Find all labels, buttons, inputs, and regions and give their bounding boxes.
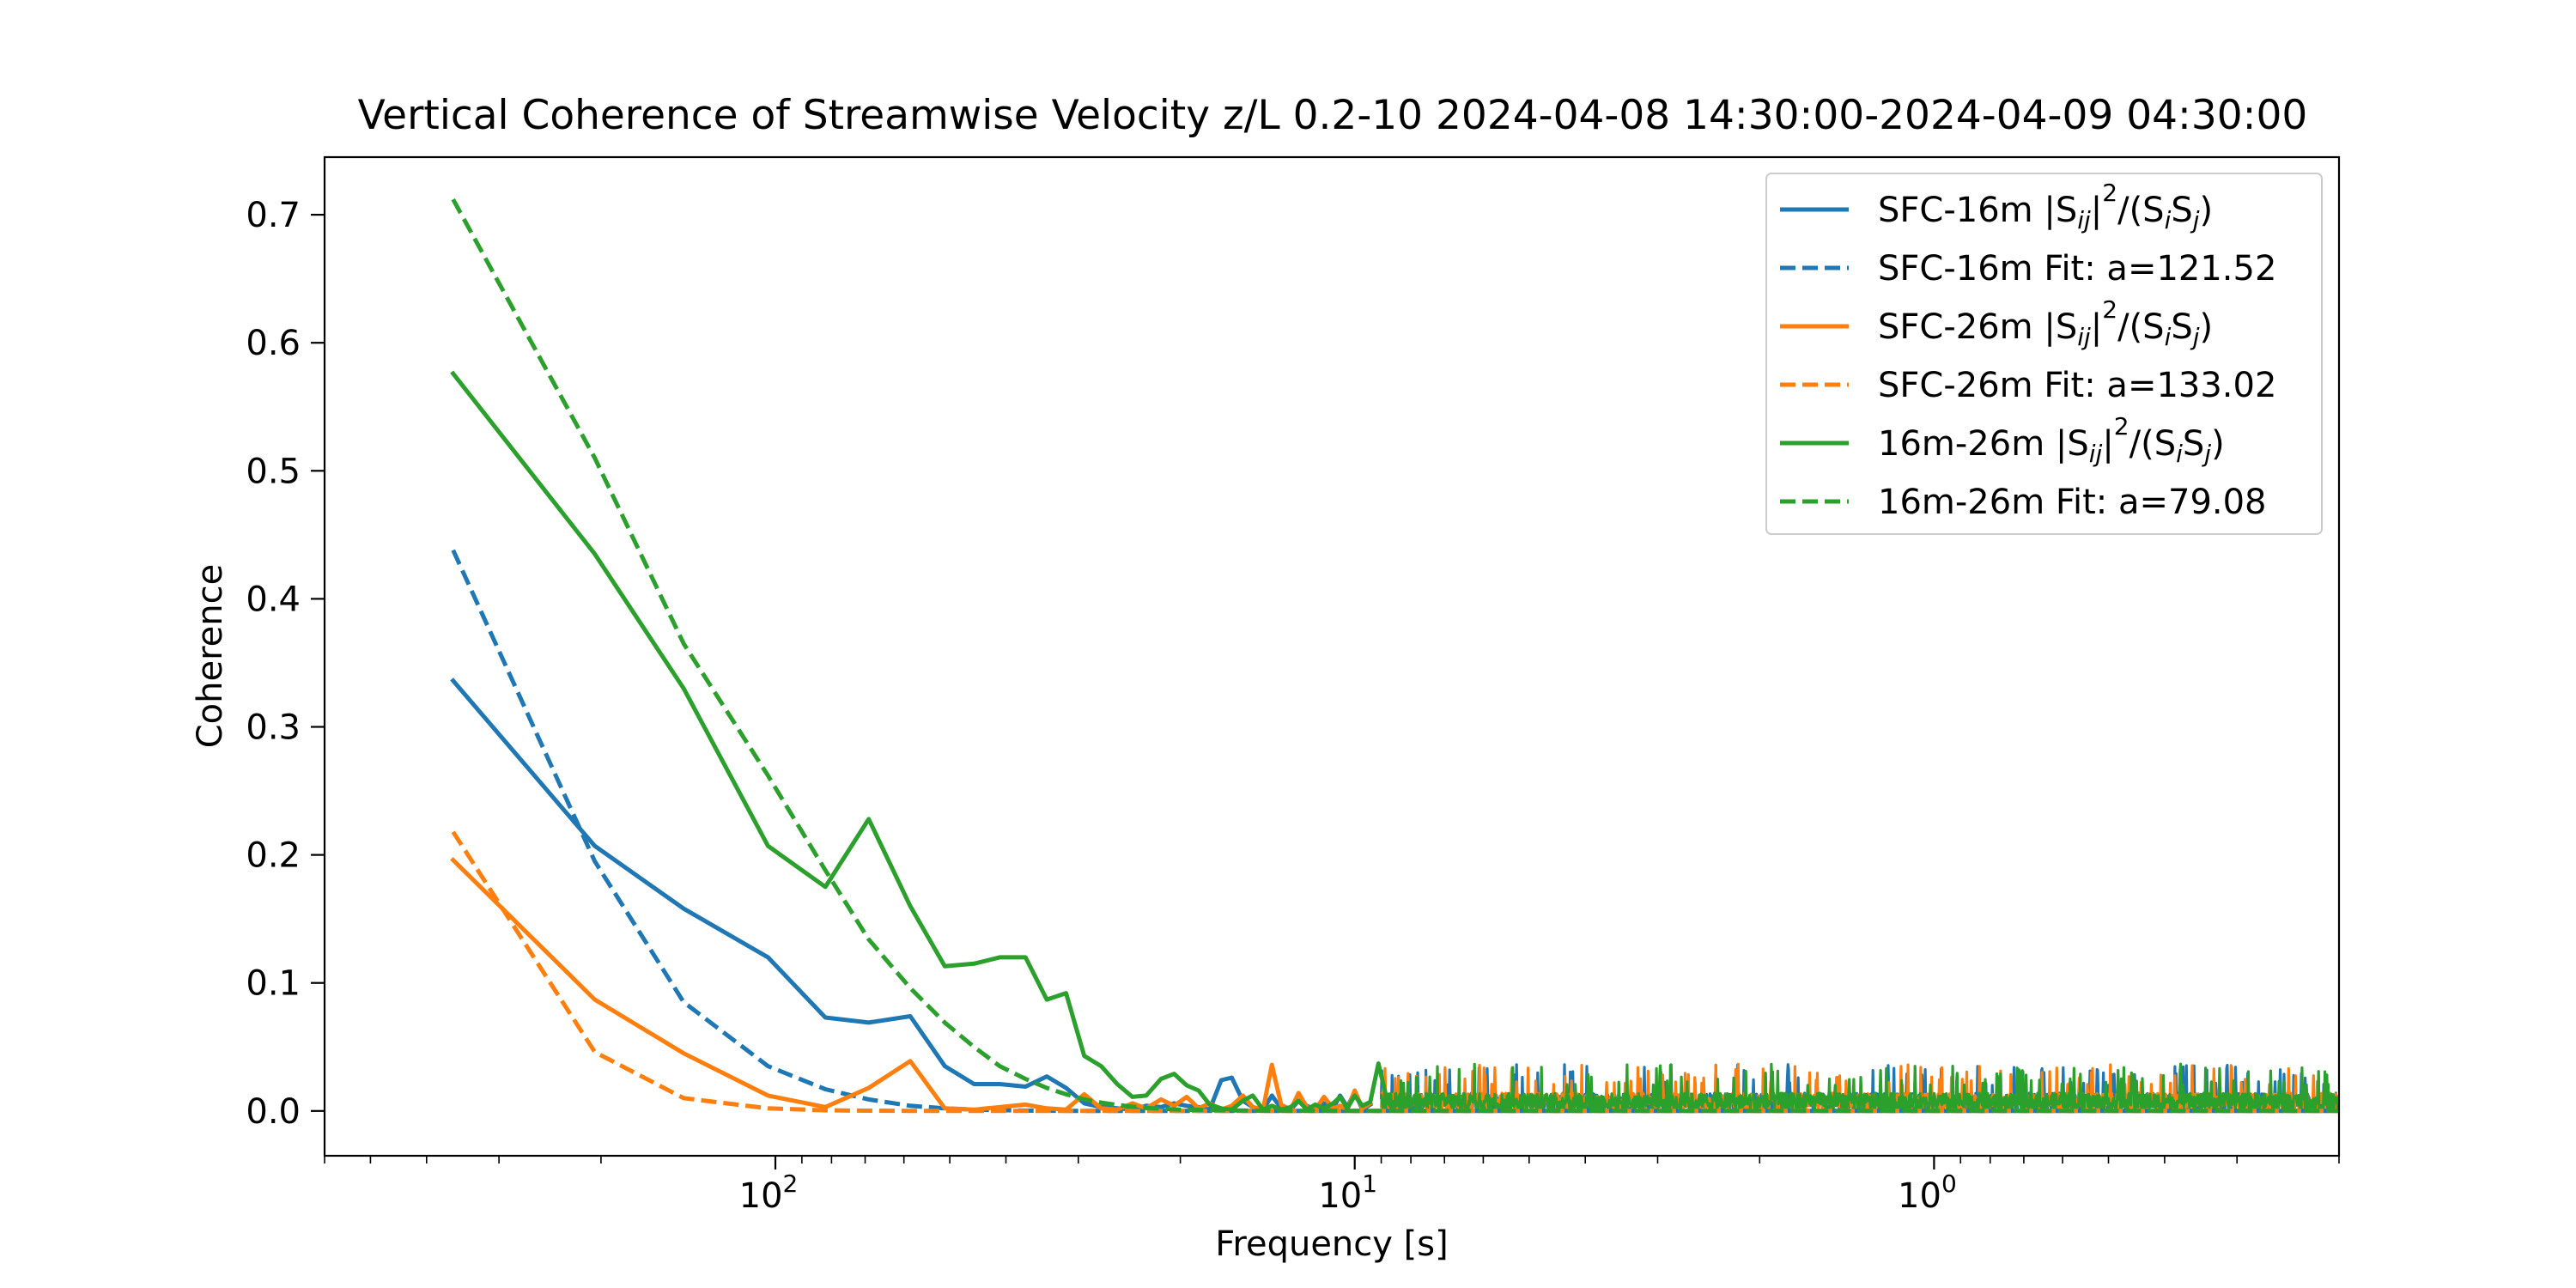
y-tick-label: 0.7 — [246, 196, 301, 235]
x-axis-label: Frequency [s] — [1215, 1224, 1448, 1264]
y-axis: 0.0 0.1 0.2 0.3 0.4 0.5 0.6 0.7 — [246, 196, 325, 1132]
legend-box — [1765, 173, 2323, 535]
x-axis: 102 101 100 — [324, 1156, 2340, 1216]
y-tick-label: 0.6 — [246, 324, 301, 363]
legend-label-3: SFC-26m |Sij|2/(SiSj) — [1878, 295, 2213, 351]
y-tick-label: 0.1 — [246, 964, 301, 1004]
y-tick-label: 0.0 — [246, 1092, 301, 1132]
chart-title: Vertical Coherence of Streamwise Velocit… — [358, 92, 2308, 139]
x-tick-label: 100 — [1898, 1170, 1957, 1216]
legend-label-4: SFC-26m Fit: a=133.02 — [1878, 366, 2276, 405]
legend-label-2: SFC-16m Fit: a=121.52 — [1878, 249, 2276, 289]
y-tick-label: 0.5 — [246, 452, 301, 491]
y-tick-label: 0.3 — [246, 708, 301, 748]
series-line-5 — [450, 370, 1405, 1112]
series-line-2 — [451, 549, 2339, 1114]
legend: SFC-16m |Sij|2/(SiSj) SFC-16m Fit: a=121.… — [1765, 173, 2323, 535]
series-line-4 — [451, 830, 2339, 1114]
legend-label-1: SFC-16m |Sij|2/(SiSj) — [1878, 179, 2213, 234]
x-tick-label: 102 — [739, 1170, 799, 1216]
legend-label-5: 16m-26m |Sij|2/(SiSj) — [1878, 412, 2225, 468]
plot-frame — [323, 155, 2341, 1157]
plot-area — [323, 155, 2341, 1157]
y-tick-label: 0.4 — [246, 580, 301, 619]
legend-label-6: 16m-26m Fit: a=79.08 — [1878, 483, 2267, 522]
y-tick-label: 0.2 — [246, 836, 301, 876]
series-group — [450, 197, 2339, 1114]
x-tick-label: 101 — [1318, 1170, 1377, 1216]
series-line-6 — [451, 197, 2339, 1114]
y-axis-label: Coherence — [191, 564, 230, 749]
series-line-3 — [450, 857, 1374, 1112]
